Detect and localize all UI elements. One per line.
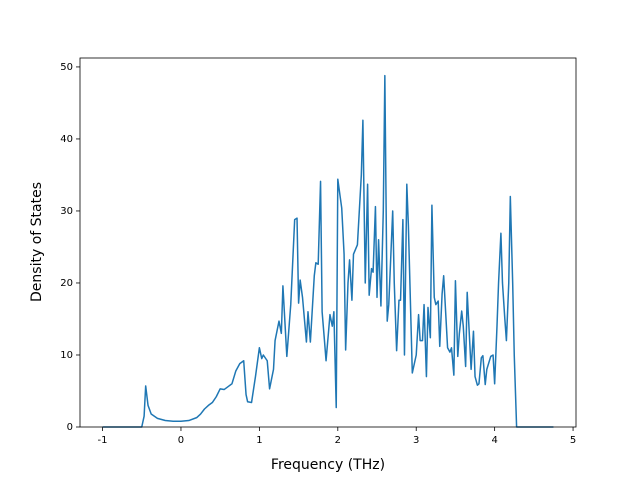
y-tick-label: 0	[67, 422, 73, 433]
x-tick-label: 4	[491, 435, 497, 446]
y-tick-label: 40	[60, 134, 73, 145]
x-tick-label: 2	[335, 435, 341, 446]
x-tick-label: -1	[98, 435, 108, 446]
y-tick-label: 10	[60, 350, 73, 361]
x-tick-label: 1	[256, 435, 262, 446]
x-tick-label: 5	[570, 435, 576, 446]
y-tick-label: 20	[60, 278, 73, 289]
y-tick-label: 50	[60, 62, 73, 73]
y-axis-label: Density of States	[29, 182, 45, 302]
x-tick-label: 0	[178, 435, 184, 446]
y-tick-label: 30	[60, 206, 73, 217]
x-tick-label: 3	[413, 435, 419, 446]
data-line	[102, 74, 554, 428]
plot-frame	[79, 57, 577, 428]
x-axis-label: Frequency (THz)	[271, 457, 385, 473]
